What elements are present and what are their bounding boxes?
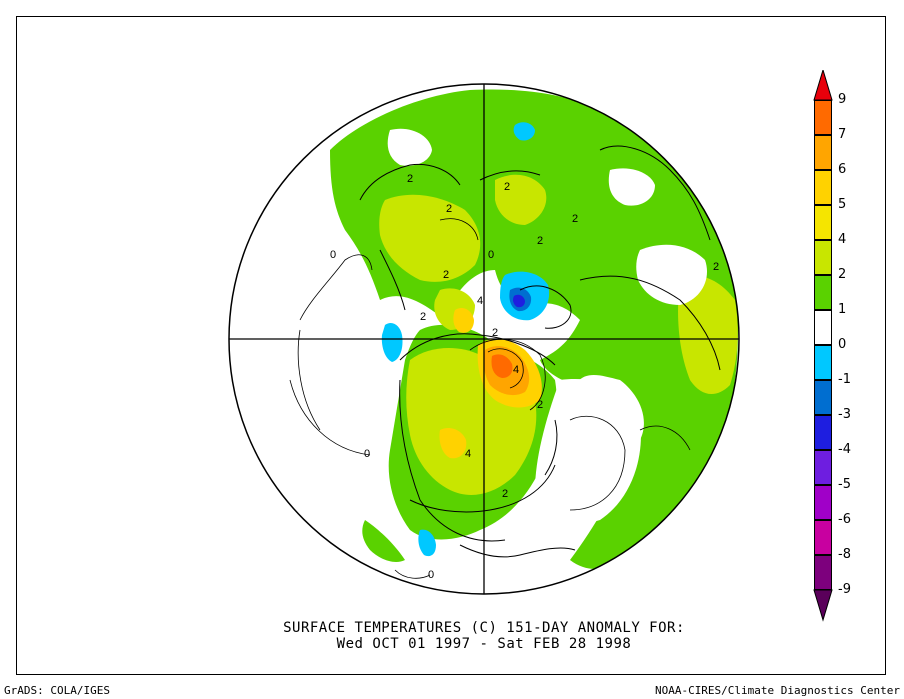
colorbar-label: -5 (838, 477, 851, 492)
map-boundary-circle (228, 83, 740, 595)
chart-title-line1: SURFACE TEMPERATURES (C) 151-DAY ANOMALY… (283, 620, 685, 636)
colorbar-label: 7 (838, 127, 847, 142)
contour-label: 0 (330, 249, 336, 261)
colorbar-bottom-arrow (813, 589, 833, 622)
contour-label: 2 (443, 269, 449, 281)
cold-anomaly-cyan-pacific (418, 529, 436, 557)
contour-label: 2 (407, 173, 413, 185)
coastlines (359, 145, 721, 558)
neutral-region-atlantic (535, 379, 641, 524)
contour-label: 2 (537, 399, 543, 411)
colorbar-label: -3 (838, 407, 851, 422)
contour-label: 2 (420, 311, 426, 323)
yellowgreen-region-europe (678, 276, 738, 395)
yellow-region-northwest (453, 308, 474, 333)
colorbar-label: 2 (838, 267, 847, 282)
green-region-pacific (362, 520, 405, 562)
colorbar-segment (814, 310, 832, 345)
contour-label: 2 (502, 488, 508, 500)
footer-credit-left: GrADS: COLA/IGES (4, 684, 110, 697)
contour-label: 4 (477, 295, 483, 307)
colorbar-label: -6 (838, 512, 851, 527)
contour-label: 2 (537, 235, 543, 247)
warm-anomaly-darkorange (491, 354, 513, 378)
colorbar-segment (814, 275, 832, 310)
yellowgreen-region-siberia (379, 194, 481, 282)
contour-label: 2 (713, 261, 719, 273)
colorbar-segment (814, 415, 832, 450)
contour-label: 0 (428, 569, 434, 581)
chart-title-line2: Wed OCT 01 1997 - Sat FEB 28 1998 (336, 636, 632, 652)
neutral-region-arctic (387, 128, 432, 166)
colorbar-label: -1 (838, 372, 851, 387)
contour-label: 0 (488, 249, 494, 261)
colorbar-segment (814, 135, 832, 170)
neutral-region-scandinavia (636, 244, 708, 305)
colorbar-segment (814, 240, 832, 275)
colorbar-segment (814, 205, 832, 240)
colorbar-label: -9 (838, 582, 851, 597)
footer-credit-right: NOAA-CIRES/Climate Diagnostics Center (654, 684, 900, 697)
colorbar-label: 1 (838, 302, 847, 317)
colorbar-label: 5 (838, 197, 847, 212)
colorbar-label: 4 (838, 232, 847, 247)
colorbar-segment (814, 485, 832, 520)
plot-frame (16, 16, 886, 675)
colorbar-label: 9 (838, 92, 847, 107)
contour-label: 2 (572, 213, 578, 225)
cold-anomaly-cyan-north (513, 122, 535, 141)
colorbar-segment (814, 555, 832, 590)
contour-label: 4 (513, 364, 519, 376)
contour-label: 2 (504, 181, 510, 193)
cold-anomaly-cyan-west (381, 323, 403, 362)
colorbar-label: -8 (838, 547, 851, 562)
contour-lines (289, 218, 691, 579)
colorbar-segment (814, 450, 832, 485)
yellowgreen-region-asia (495, 174, 547, 225)
contour-label: 0 (364, 448, 370, 460)
colorbar-segment (814, 170, 832, 205)
colorbar-label: 6 (838, 162, 847, 177)
contour-label: 2 (492, 327, 498, 339)
contour-label: 2 (446, 203, 452, 215)
colorbar-segment (814, 345, 832, 380)
colorbar-segment (814, 520, 832, 555)
colorbar-segment (814, 380, 832, 415)
cold-anomaly-violet (513, 294, 525, 308)
contour-labels: 2 2 2 2 2 2 2 2 2 4 4 4 0 0 0 0 2 2 (330, 173, 719, 581)
colorbar: 9 7 6 5 4 2 1 0 -1 -3 -4 -5 -6 -8 -9 (806, 70, 866, 635)
colorbar-segment (814, 100, 832, 135)
colorbar-label: 0 (838, 337, 847, 352)
colorbar-top-arrow (813, 70, 833, 101)
yellow-region-west (439, 428, 467, 459)
neutral-region-siberia (608, 168, 655, 206)
contour-label: 4 (465, 448, 471, 460)
colorbar-label: -4 (838, 442, 851, 457)
